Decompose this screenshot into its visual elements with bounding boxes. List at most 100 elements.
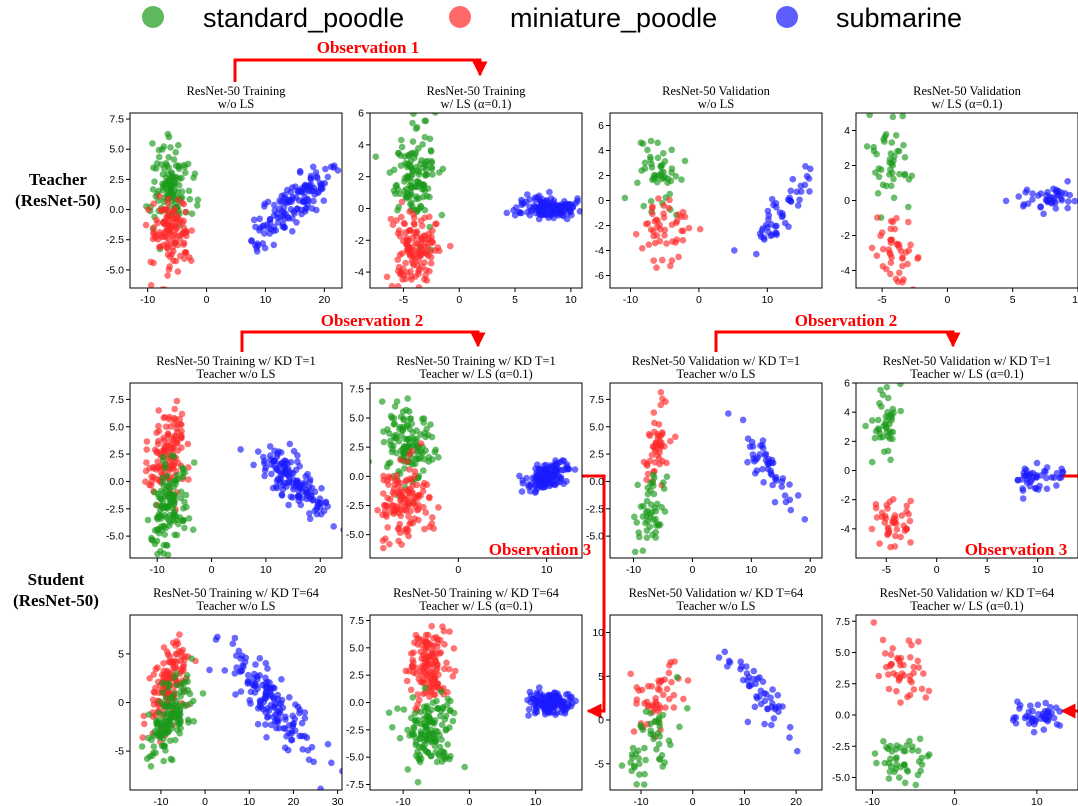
point-miniature-poodle: [417, 668, 424, 675]
point-standard-poodle: [417, 708, 424, 716]
point-standard-poodle: [392, 431, 400, 439]
point-miniature-poodle: [386, 540, 393, 548]
point-miniature-poodle: [672, 433, 679, 441]
observation-3-validation: Observation 3: [965, 474, 1078, 719]
point-miniature-poodle: [388, 502, 396, 509]
point-standard-poodle: [159, 186, 167, 194]
point-submarine: [303, 734, 311, 741]
point-standard-poodle: [885, 413, 892, 421]
y-tick-label: 5.0: [589, 421, 604, 433]
point-submarine: [273, 453, 281, 461]
point-standard-poodle: [165, 154, 172, 161]
point-standard-poodle: [164, 130, 172, 138]
point-miniature-poodle: [405, 513, 412, 520]
panel-title-line: Teacher w/ LS (α=0.1): [910, 367, 1023, 381]
point-submarine: [1029, 707, 1036, 715]
point-submarine: [797, 188, 805, 195]
point-miniature-poodle: [384, 494, 391, 502]
point-submarine: [775, 703, 783, 710]
point-standard-poodle: [438, 688, 445, 695]
point-standard-poodle: [407, 201, 414, 208]
point-submarine: [726, 659, 734, 666]
panel-title-line: ResNet-50 Training w/ KD T=64: [393, 586, 560, 600]
point-miniature-poodle: [421, 525, 428, 533]
point-standard-poodle: [185, 187, 193, 195]
point-submarine: [256, 702, 264, 710]
point-miniature-poodle: [177, 648, 185, 656]
point-submarine: [762, 221, 770, 229]
point-standard-poodle: [668, 146, 675, 154]
point-standard-poodle: [663, 473, 671, 481]
point-miniature-poodle: [169, 639, 177, 647]
point-standard-poodle: [655, 522, 662, 529]
point-standard-poodle: [881, 759, 889, 767]
point-submarine: [737, 658, 744, 665]
point-submarine: [316, 495, 324, 503]
point-miniature-poodle: [644, 470, 652, 478]
scatter-points: [370, 395, 579, 552]
point-miniature-poodle: [680, 695, 687, 703]
y-tick-label: 7.5: [109, 114, 124, 126]
observation-3-training: Observation 3: [489, 474, 606, 719]
point-submarine: [765, 216, 772, 223]
point-submarine: [1029, 190, 1036, 197]
point-standard-poodle: [905, 176, 913, 183]
point-standard-poodle: [658, 752, 666, 759]
point-standard-poodle: [633, 781, 640, 788]
point-submarine: [563, 478, 570, 485]
point-standard-poodle: [161, 702, 169, 709]
point-standard-poodle: [412, 752, 420, 759]
panel-title-line: ResNet-50 Validation w/ KD T=64: [880, 586, 1055, 600]
point-submarine: [328, 759, 335, 767]
point-standard-poodle: [444, 741, 452, 748]
point-submarine: [1034, 701, 1042, 709]
point-submarine: [564, 209, 572, 217]
point-submarine: [1050, 714, 1058, 722]
point-standard-poodle: [149, 140, 156, 147]
point-submarine: [725, 410, 732, 417]
point-miniature-poodle: [660, 202, 668, 209]
point-standard-poodle: [158, 679, 166, 687]
point-submarine: [293, 205, 301, 212]
point-submarine: [753, 250, 760, 258]
point-miniature-poodle: [167, 222, 174, 230]
point-standard-poodle: [184, 687, 192, 694]
x-tick-label: 10: [260, 564, 272, 576]
y-tick-label: 0: [598, 195, 604, 207]
point-miniature-poodle: [412, 493, 420, 501]
point-standard-poodle: [419, 415, 426, 423]
point-standard-poodle: [893, 761, 900, 768]
point-standard-poodle: [432, 738, 440, 745]
x-tick-label: 10: [541, 564, 553, 576]
point-standard-poodle: [879, 391, 887, 399]
point-submarine: [1027, 702, 1034, 709]
point-standard-poodle: [641, 770, 648, 778]
point-standard-poodle: [874, 190, 882, 197]
point-submarine: [299, 488, 307, 496]
point-submarine: [536, 684, 543, 691]
point-miniature-poodle: [905, 218, 912, 226]
point-miniature-poodle: [174, 268, 182, 275]
point-miniature-poodle: [188, 227, 195, 234]
y-tick-label: 2: [844, 436, 850, 448]
point-miniature-poodle: [426, 494, 433, 502]
x-tick-label: 10: [260, 294, 272, 306]
point-submarine: [287, 458, 295, 466]
point-miniature-poodle: [907, 654, 914, 661]
point-submarine: [314, 174, 321, 182]
point-miniature-poodle: [668, 257, 676, 264]
point-miniature-poodle: [868, 244, 876, 252]
point-miniature-poodle: [657, 401, 665, 409]
point-miniature-poodle: [420, 690, 427, 698]
point-miniature-poodle: [660, 210, 667, 217]
point-submarine: [1043, 485, 1051, 493]
point-standard-poodle: [175, 520, 182, 528]
y-tick-label: -4: [841, 265, 850, 277]
point-submarine: [557, 478, 564, 486]
point-miniature-poodle: [401, 229, 409, 236]
point-miniature-poodle: [895, 674, 903, 682]
point-miniature-poodle: [153, 429, 160, 437]
point-miniature-poodle: [380, 476, 388, 484]
